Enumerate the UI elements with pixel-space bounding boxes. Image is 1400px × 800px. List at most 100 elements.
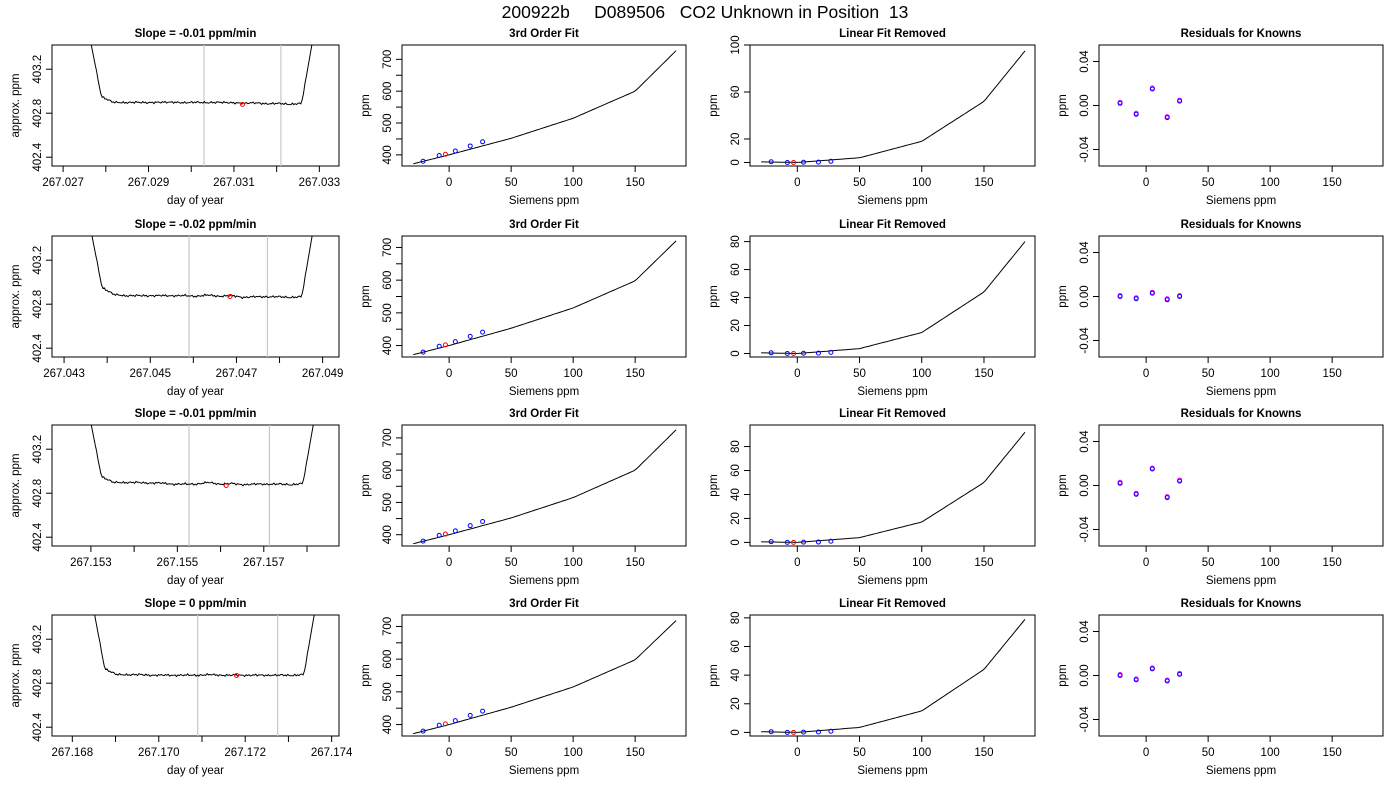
- y-tick-label: 80: [730, 611, 742, 624]
- known-point: [828, 728, 834, 734]
- known-point: [436, 722, 442, 728]
- x-tick-label: 50: [853, 747, 866, 759]
- x-tick-label: 267.155: [157, 557, 199, 569]
- panel-title: Linear Fit Removed: [839, 219, 946, 231]
- plot-frame: [51, 44, 340, 167]
- known-point: [452, 339, 458, 345]
- y-tick-label: 700: [382, 238, 394, 257]
- y-tick-label: 600: [382, 82, 394, 101]
- residual-point: [1177, 98, 1183, 104]
- residual-point: [1164, 297, 1170, 303]
- y-tick-label: 0.00: [1079, 285, 1091, 307]
- x-axis-label: Siemens ppm: [857, 386, 927, 398]
- y-tick-label: 403.2: [32, 435, 44, 464]
- residual-point: [1133, 677, 1139, 683]
- residual-point: [1133, 491, 1139, 497]
- y-tick-label: 0.04: [1079, 50, 1091, 73]
- plot-frame: [1098, 614, 1384, 737]
- residual-point: [1177, 478, 1183, 484]
- known-point: [467, 143, 473, 149]
- x-tick-label: 100: [1261, 177, 1280, 189]
- known-point: [815, 539, 821, 545]
- residual-point: [1164, 495, 1170, 501]
- known-point: [467, 712, 473, 718]
- data-trace: [90, 45, 313, 106]
- y-tick-label: -0.04: [1079, 136, 1091, 163]
- known-point: [420, 538, 426, 544]
- plot-area: [761, 431, 1026, 545]
- residual-point: [1149, 466, 1155, 472]
- known-point: [768, 729, 774, 735]
- x-tick-label: 100: [912, 177, 931, 189]
- unknown-point: [791, 539, 797, 545]
- known-point: [420, 158, 426, 164]
- x-tick-label: 50: [505, 557, 518, 569]
- panel-r3c3: Residuals for Knowns 0 50 100 150 Siemens ppm…: [1057, 598, 1384, 777]
- residual-point: [1149, 666, 1155, 672]
- y-axis-label: ppm: [708, 664, 720, 686]
- panel-title: Residuals for Knowns: [1181, 28, 1302, 40]
- known-point: [768, 350, 774, 356]
- y-tick-label: 0: [730, 350, 742, 356]
- y-tick-label: 400: [382, 715, 394, 734]
- x-tick-label: 50: [505, 177, 518, 189]
- x-tick-label: 50: [1202, 747, 1215, 759]
- known-point: [815, 350, 821, 356]
- current-point-marker: [223, 483, 229, 488]
- x-tick-label: 100: [564, 368, 583, 380]
- x-tick-label: 50: [1202, 368, 1215, 380]
- plot-area: [1117, 465, 1183, 501]
- known-point: [815, 729, 821, 735]
- y-tick-label: 700: [382, 617, 394, 636]
- x-tick-label: 267.031: [213, 177, 255, 189]
- plot-frame: [749, 424, 1036, 547]
- x-tick-label: 267.172: [224, 747, 266, 759]
- known-point: [420, 728, 426, 734]
- known-point: [784, 539, 790, 545]
- x-tick-label: 150: [974, 368, 993, 380]
- plot-frame: [401, 44, 687, 167]
- plot-area: [94, 615, 315, 736]
- panel-r2c1: 3rd Order Fit 0 50 100 150 Siemens ppm 400 500 6…: [360, 408, 687, 587]
- plot-area: [761, 618, 1026, 735]
- panel-title: Residuals for Knowns: [1181, 219, 1302, 231]
- y-tick-label: 400: [382, 525, 394, 544]
- panel-title: Slope = -0.02 ppm/min: [135, 219, 257, 231]
- y-tick-label: 402.4: [32, 712, 44, 741]
- known-point: [828, 158, 834, 164]
- known-point: [420, 349, 426, 355]
- x-axis-label: Siemens ppm: [509, 195, 579, 207]
- y-axis-label: ppm: [1057, 285, 1069, 307]
- y-tick-label: -0.04: [1079, 327, 1091, 354]
- plot-frame: [1098, 424, 1384, 547]
- x-tick-label: 0: [1143, 177, 1149, 189]
- x-tick-label: 0: [1143, 368, 1149, 380]
- x-tick-label: 267.047: [216, 368, 258, 380]
- y-axis-label: ppm: [360, 474, 372, 496]
- x-axis-label: Siemens ppm: [857, 195, 927, 207]
- y-axis-label: approx. ppm: [10, 265, 22, 329]
- known-point: [480, 329, 486, 335]
- x-tick-label: 50: [505, 747, 518, 759]
- panel-r2c0: Slope = -0.01 ppm/min 267.153 267.155 267.1…: [10, 408, 340, 587]
- plot-area: [761, 50, 1026, 165]
- panel-title: Linear Fit Removed: [839, 408, 946, 420]
- x-tick-label: 267.168: [52, 747, 94, 759]
- x-tick-label: 150: [1323, 368, 1342, 380]
- known-point: [436, 343, 442, 349]
- x-tick-label: 100: [1261, 557, 1280, 569]
- unknown-point: [442, 151, 448, 157]
- fit-curve: [413, 50, 677, 165]
- known-point: [828, 349, 834, 355]
- known-point: [436, 532, 442, 538]
- x-tick-label: 0: [794, 368, 800, 380]
- plot-frame: [51, 235, 340, 358]
- panel-title: Linear Fit Removed: [839, 598, 946, 610]
- unknown-point: [442, 721, 448, 727]
- y-axis-label: ppm: [1057, 664, 1069, 686]
- plot-area: [91, 236, 313, 357]
- x-tick-label: 100: [564, 747, 583, 759]
- plot-area: [1117, 85, 1183, 121]
- known-point: [784, 159, 790, 165]
